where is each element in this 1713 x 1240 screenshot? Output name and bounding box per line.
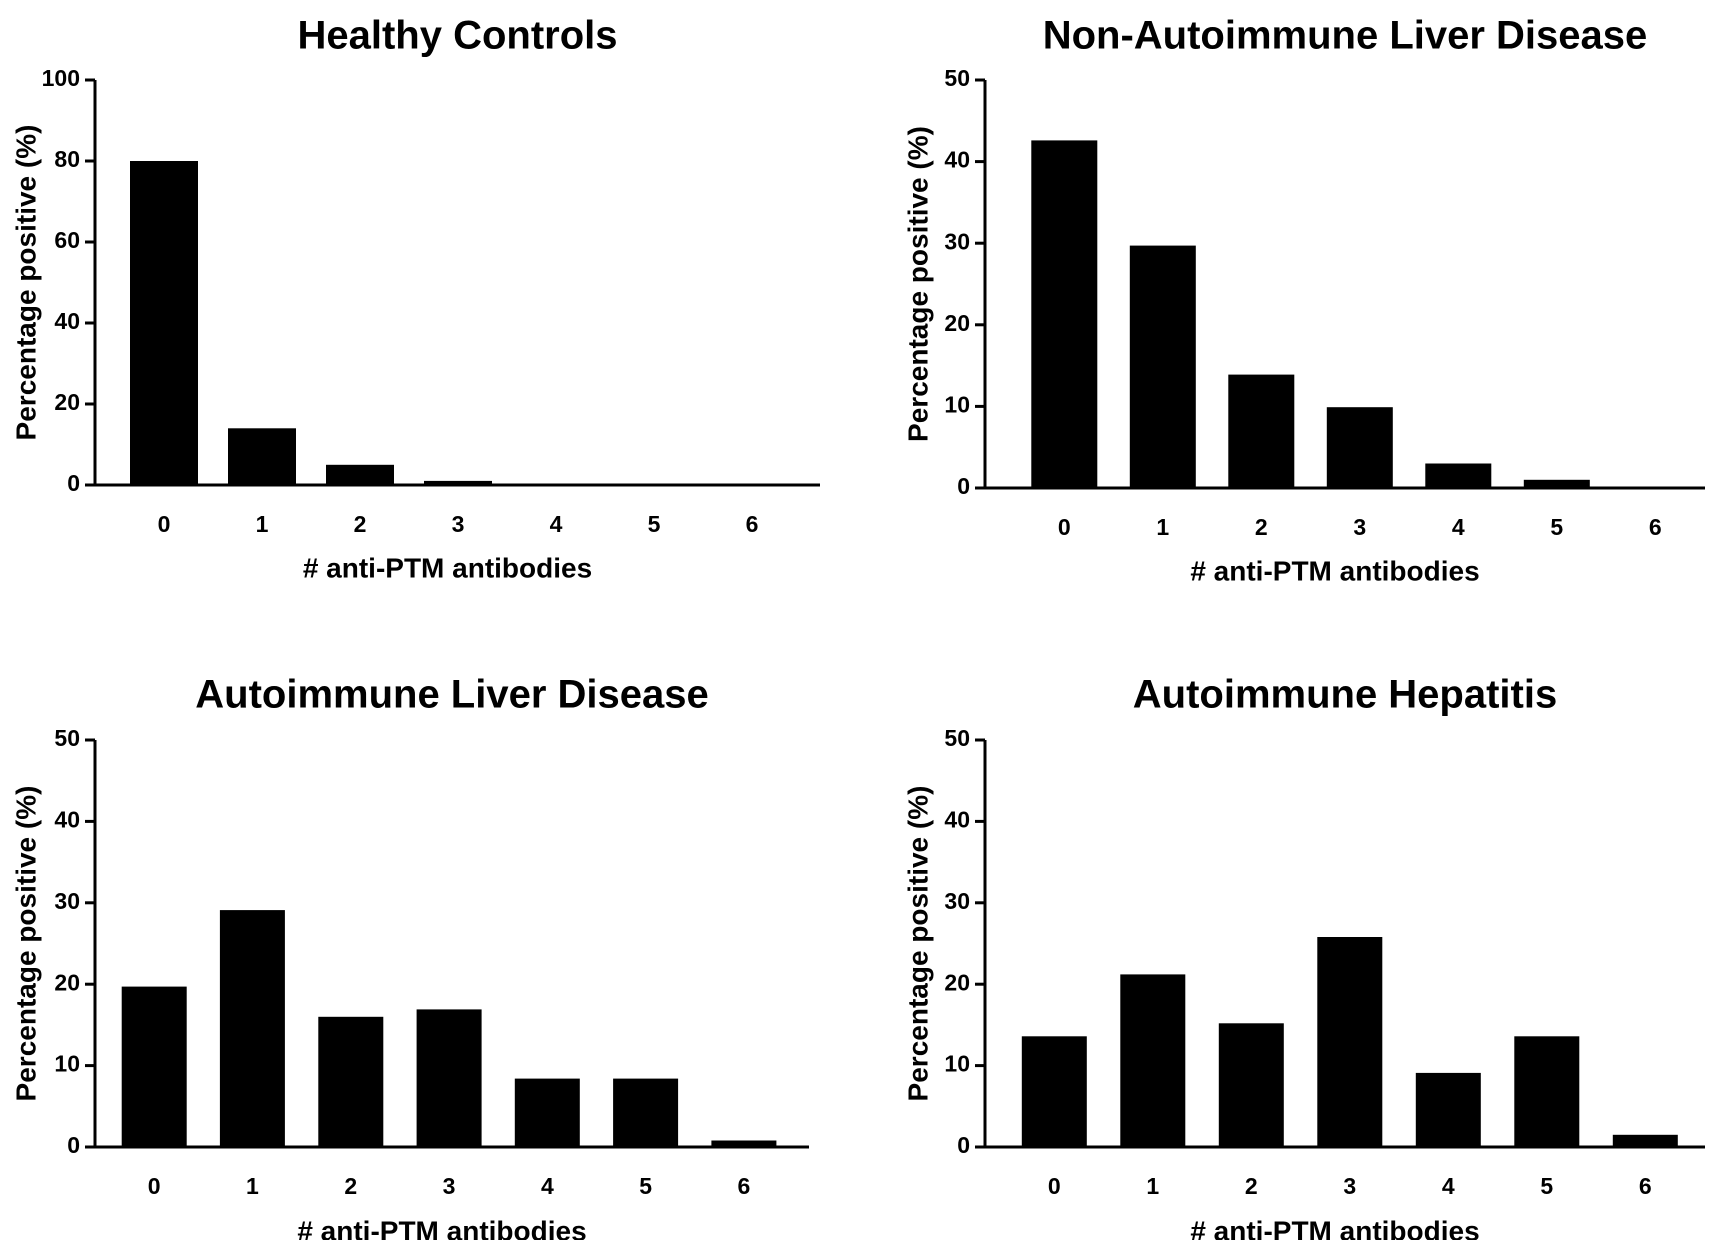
bar-1 — [228, 428, 296, 485]
chart-panel-4: Autoimmune Hepatitis 0 10 20 30 40 50 0 1 2 3 4 5 6 # … — [902, 673, 1705, 1240]
bar-5 — [1523, 479, 1590, 488]
x-tick-label: 3 — [452, 511, 465, 537]
x-tick-label: 1 — [246, 1173, 259, 1199]
y-axis-label: Percentage positive (%) — [10, 786, 41, 1102]
chart-title: Non-Autoimmune Liver Disease — [1043, 14, 1648, 58]
x-tick-label: 3 — [1353, 514, 1366, 540]
bar-3 — [1317, 937, 1383, 1147]
bar-4 — [1415, 1072, 1481, 1147]
x-axis-label: # anti-PTM antibodies — [1190, 1215, 1479, 1240]
x-tick-label: 5 — [639, 1173, 652, 1199]
x-tick-label: 1 — [1146, 1173, 1159, 1199]
y-tick-label: 40 — [54, 308, 80, 334]
y-tick-label: 30 — [54, 888, 80, 914]
x-axis-label: # anti-PTM antibodies — [1190, 555, 1479, 586]
chart-panel-1: Healthy Controls 0 20 40 60 80 100 0 1 2 3 4 5 6 # ant… — [10, 14, 820, 583]
bar-2 — [1228, 374, 1295, 488]
y-tick-label: 40 — [944, 147, 970, 173]
y-axis-label: Percentage positive (%) — [902, 126, 933, 442]
y-axis-label: Percentage positive (%) — [10, 125, 41, 441]
bar-0 — [1021, 1036, 1087, 1147]
y-tick-label: 0 — [67, 1132, 80, 1158]
y-tick-label: 20 — [54, 969, 80, 995]
bar-2 — [326, 464, 394, 486]
y-tick-label: 10 — [944, 391, 970, 417]
x-axis-label: # anti-PTM antibodies — [303, 552, 592, 583]
y-tick-label: 30 — [944, 228, 970, 254]
bar-4 — [514, 1078, 580, 1147]
x-tick-label: 6 — [746, 511, 759, 537]
x-tick-label: 0 — [1058, 514, 1071, 540]
bar-0 — [130, 161, 198, 485]
y-tick-label: 80 — [54, 146, 80, 172]
bar-4 — [1425, 463, 1492, 488]
bar-6 — [711, 1140, 777, 1147]
x-tick-label: 3 — [1343, 1173, 1356, 1199]
x-tick-label: 4 — [1452, 514, 1465, 540]
bar-2 — [1218, 1023, 1284, 1147]
bar-3 — [1326, 407, 1393, 488]
y-tick-label: 50 — [54, 725, 80, 751]
x-tick-label: 5 — [1540, 1173, 1553, 1199]
chart-title: Autoimmune Hepatitis — [1133, 673, 1557, 717]
bar-3 — [424, 480, 492, 485]
x-tick-label: 3 — [443, 1173, 456, 1199]
x-axis-label: # anti-PTM antibodies — [297, 1215, 586, 1240]
bar-1 — [1120, 974, 1186, 1147]
x-tick-label: 0 — [148, 1173, 161, 1199]
y-tick-label: 30 — [944, 888, 970, 914]
bar-0 — [121, 986, 187, 1147]
bar-5 — [613, 1078, 679, 1147]
bar-0 — [1031, 140, 1098, 488]
x-tick-label: 6 — [1649, 514, 1662, 540]
x-tick-label: 1 — [1156, 514, 1169, 540]
chart-panel-2: Non-Autoimmune Liver Disease 0 10 20 30 40 50 0… — [902, 14, 1705, 586]
x-tick-label: 4 — [1442, 1173, 1455, 1199]
x-tick-label: 2 — [1245, 1173, 1258, 1199]
x-tick-label: 1 — [256, 511, 269, 537]
y-tick-label: 0 — [957, 473, 970, 499]
x-tick-label: 6 — [738, 1173, 751, 1199]
bar-1 — [219, 910, 285, 1147]
x-tick-label: 0 — [1048, 1173, 1061, 1199]
x-tick-label: 5 — [1550, 514, 1563, 540]
y-tick-label: 20 — [54, 389, 80, 415]
y-tick-label: 100 — [42, 65, 80, 91]
y-tick-label: 50 — [944, 65, 970, 91]
x-tick-label: 2 — [344, 1173, 357, 1199]
chart-title: Autoimmune Liver Disease — [195, 673, 709, 717]
bar-3 — [416, 1009, 482, 1147]
y-tick-label: 40 — [54, 806, 80, 832]
x-tick-label: 5 — [648, 511, 661, 537]
y-axis-label: Percentage positive (%) — [902, 786, 933, 1102]
chart-title: Healthy Controls — [297, 14, 617, 58]
x-tick-label: 4 — [541, 1173, 554, 1199]
bar-2 — [318, 1016, 384, 1147]
x-tick-label: 0 — [158, 511, 171, 537]
bar-6 — [1612, 1134, 1678, 1147]
y-tick-label: 40 — [944, 806, 970, 832]
y-tick-label: 50 — [944, 725, 970, 751]
y-tick-label: 0 — [957, 1132, 970, 1158]
y-tick-label: 20 — [944, 310, 970, 336]
y-tick-label: 10 — [944, 1051, 970, 1077]
y-tick-label: 10 — [54, 1051, 80, 1077]
y-tick-label: 20 — [944, 969, 970, 995]
bar-1 — [1129, 245, 1196, 488]
x-tick-label: 2 — [354, 511, 367, 537]
x-tick-label: 6 — [1639, 1173, 1652, 1199]
y-tick-label: 60 — [54, 227, 80, 253]
x-tick-label: 2 — [1255, 514, 1268, 540]
bar-5 — [1514, 1036, 1580, 1147]
x-tick-label: 4 — [550, 511, 563, 537]
y-tick-label: 0 — [67, 470, 80, 496]
chart-panel-3: Autoimmune Liver Disease 0 10 20 30 40 50 0 1 2 3 4… — [10, 673, 809, 1240]
